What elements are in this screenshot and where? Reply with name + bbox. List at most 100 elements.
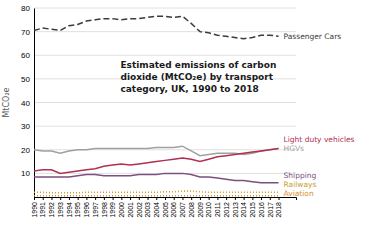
tick-label: 1999 <box>109 202 116 218</box>
tick-label: 2015 <box>249 202 256 218</box>
tick: 2000 <box>118 197 125 218</box>
tick-label: 30 <box>21 122 30 131</box>
series-line <box>34 191 279 193</box>
tick-mark <box>69 197 70 200</box>
series-line <box>34 16 279 38</box>
tick-label: 2017 <box>267 202 274 218</box>
tick-mark <box>95 197 96 200</box>
tick-mark <box>209 197 210 200</box>
tick: 2007 <box>179 197 186 218</box>
tick-label: 2008 <box>188 202 195 218</box>
tick-mark <box>104 197 105 200</box>
tick-label: 2001 <box>127 202 134 218</box>
series-label: Light duty vehicles <box>284 135 355 144</box>
tick-label: 1996 <box>83 202 90 218</box>
series-label: HGVs <box>284 144 305 153</box>
tick: 2008 <box>188 197 195 218</box>
series-label: Passenger Cars <box>284 32 342 41</box>
chart: 1020304050607080199019911992199319941995… <box>0 0 376 225</box>
tick-label: 1995 <box>74 202 81 218</box>
y-label: MtCO₂e <box>2 87 11 117</box>
tick: 1992 <box>48 197 55 218</box>
tick: 30 <box>21 122 34 131</box>
tick-mark <box>156 197 157 200</box>
series-label: Aviation <box>284 189 314 198</box>
tick: 2011 <box>214 197 221 217</box>
tick: 2006 <box>170 197 177 218</box>
tick-label: 2018 <box>275 202 282 218</box>
grid-line <box>34 31 296 32</box>
tick-label: 1991 <box>39 202 46 218</box>
tick-label: 60 <box>21 51 30 60</box>
tick: 2017 <box>267 197 274 218</box>
tick: 2004 <box>153 197 160 218</box>
tick-label: 2000 <box>118 202 125 218</box>
y-axis: 10 20 30 40 50 60 70 80 <box>21 4 34 197</box>
tick-label: 2007 <box>179 202 186 218</box>
title: Estimated emissions of carbondioxide (Mt… <box>120 60 276 94</box>
tick-label: 20 <box>21 146 30 155</box>
plot: 1020304050607080199019911992199319941995… <box>2 4 355 218</box>
tick-label: 2011 <box>214 202 221 217</box>
tick: 1995 <box>74 197 81 218</box>
tick: 50 <box>21 75 34 84</box>
tick-mark <box>252 197 253 200</box>
tick: 1991 <box>39 197 46 218</box>
tick-mark <box>191 197 192 200</box>
tick-label: 2006 <box>170 202 177 218</box>
tick: 2018 <box>275 197 282 218</box>
tick: 1993 <box>57 197 64 218</box>
tick-mark <box>165 197 166 200</box>
tick-label: 2005 <box>162 202 169 218</box>
tick-mark <box>226 197 227 200</box>
axis-line <box>35 198 297 201</box>
tick: 1990 <box>31 197 38 218</box>
tick: 2013 <box>232 197 239 218</box>
tick-label: 10 <box>21 169 30 178</box>
tick: 2009 <box>197 197 204 218</box>
tick-mark <box>244 197 245 200</box>
tick-label: 2013 <box>232 202 239 218</box>
tick: 10 <box>21 169 34 178</box>
grid-line <box>34 8 296 9</box>
grid-line <box>34 55 296 56</box>
tick: 70 <box>21 28 34 37</box>
tick-label: 1993 <box>57 202 64 218</box>
tick: 2010 <box>205 197 212 218</box>
tick-mark <box>121 197 122 200</box>
tick-mark <box>78 197 79 200</box>
tick-mark <box>200 197 201 200</box>
tick-label: 2010 <box>205 202 212 218</box>
tick: 1998 <box>101 197 108 218</box>
tick: 1996 <box>83 197 90 218</box>
tick-mark <box>139 197 140 200</box>
lines <box>34 16 279 196</box>
tick-mark <box>182 197 183 200</box>
tick: 2005 <box>162 197 169 218</box>
series-line <box>34 173 279 182</box>
tick-label: 80 <box>21 4 30 13</box>
tick-mark <box>217 197 218 200</box>
tick-label: 70 <box>21 28 30 37</box>
series-labels: Passenger CarsHGVsLight duty vehiclesShi… <box>284 32 355 198</box>
tick: 2003 <box>144 197 151 218</box>
tick-mark <box>86 197 87 200</box>
tick-mark <box>261 197 262 200</box>
tick: 2012 <box>223 197 230 218</box>
tick-label: 1997 <box>92 202 99 218</box>
tick-mark <box>60 197 61 200</box>
series-line <box>34 195 279 197</box>
tick: 60 <box>21 51 34 60</box>
tick-mark <box>174 197 175 200</box>
tick-label: 2009 <box>197 202 204 218</box>
tick: 2002 <box>136 197 143 218</box>
tick-label: 2012 <box>223 202 230 218</box>
tick-mark <box>235 197 236 200</box>
tick: 1997 <box>92 197 99 218</box>
grid <box>34 8 296 173</box>
tick-label: 1998 <box>101 202 108 218</box>
tick-label: 40 <box>21 99 30 108</box>
grid-line <box>34 102 296 103</box>
tick-label: 2014 <box>240 202 247 218</box>
tick-mark <box>34 197 35 200</box>
